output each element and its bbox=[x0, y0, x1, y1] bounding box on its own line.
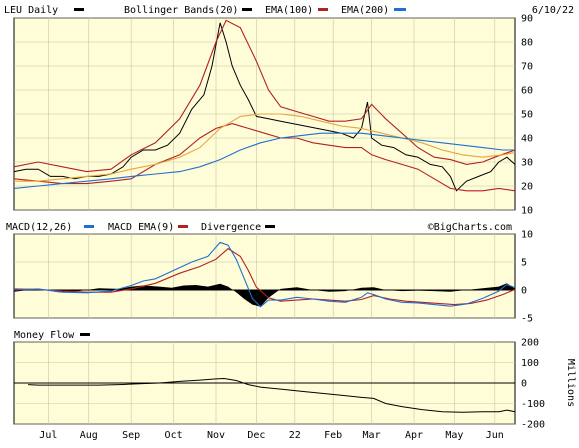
mf-ytick-2: 0 bbox=[521, 379, 527, 390]
x-tick-9: Apr bbox=[405, 430, 423, 441]
macd-ema-label: MACD EMA(9) bbox=[108, 222, 174, 233]
macd-label: MACD(12,26) bbox=[6, 222, 72, 233]
brand-label: ©BigCharts.com bbox=[428, 222, 512, 233]
ticker-label: LEU Daily bbox=[4, 5, 58, 16]
price-ytick-6: 70 bbox=[521, 62, 533, 73]
x-tick-6: 22 bbox=[289, 430, 301, 441]
macd-line bbox=[13, 241, 516, 308]
price-lines bbox=[13, 19, 516, 192]
x-tick-11: Jun bbox=[486, 430, 504, 441]
bb-lower-line bbox=[13, 123, 516, 192]
price-ytick-5: 60 bbox=[521, 86, 533, 97]
mf-ytick-1: -100 bbox=[521, 399, 545, 410]
x-tick-8: Mar bbox=[363, 430, 381, 441]
macd-legend-swatch bbox=[84, 225, 94, 228]
price-header: LEU Daily Bollinger Bands(20) EMA(100) E… bbox=[4, 5, 574, 16]
x-tick-7: Feb bbox=[324, 430, 342, 441]
price-ytick-7: 80 bbox=[521, 38, 533, 49]
money-flow-label: Money Flow bbox=[14, 330, 75, 341]
price-ytick-8: 90 bbox=[521, 14, 533, 25]
price-ytick-3: 40 bbox=[521, 134, 533, 145]
price-ytick-2: 30 bbox=[521, 158, 533, 169]
macd-lines bbox=[13, 241, 516, 308]
macd-ema-legend-swatch bbox=[178, 225, 188, 228]
money-flow-grid: -200 -100 0 100 200 bbox=[14, 338, 545, 431]
bb-label: Bollinger Bands(20) bbox=[124, 5, 238, 16]
money-flow-lines bbox=[28, 377, 516, 413]
ema200-line bbox=[13, 132, 515, 189]
money-flow-line bbox=[28, 377, 516, 413]
bb-upper-line bbox=[13, 19, 516, 173]
x-axis-labels: Jul Aug Sep Oct Nov Dec 22 Feb Mar Apr May Jun bbox=[39, 430, 504, 441]
x-tick-3: Oct bbox=[165, 430, 183, 441]
x-tick-2: Sep bbox=[122, 430, 140, 441]
bb-legend-swatch bbox=[242, 8, 252, 11]
price-ytick-4: 50 bbox=[521, 110, 533, 121]
divergence-label: Divergence bbox=[201, 222, 261, 233]
ema100-line bbox=[14, 113, 516, 182]
price-ytick-1: 20 bbox=[521, 182, 533, 193]
ema100-label: EMA(100) bbox=[265, 5, 313, 16]
mf-ytick-3: 100 bbox=[521, 358, 539, 369]
x-tick-5: Dec bbox=[247, 430, 265, 441]
divergence-area bbox=[14, 283, 515, 307]
macd-ytick-1: 0 bbox=[521, 286, 527, 297]
macd-ytick-3: 10 bbox=[521, 230, 533, 241]
macd-ytick-0: -5 bbox=[521, 314, 533, 325]
money-flow-legend-swatch bbox=[80, 333, 90, 336]
macd-ytick-2: 5 bbox=[521, 258, 527, 269]
x-tick-4: Nov bbox=[207, 430, 225, 441]
mf-ytick-0: -200 bbox=[521, 420, 545, 431]
x-tick-10: May bbox=[445, 430, 463, 441]
price-ytick-0: 10 bbox=[521, 206, 533, 217]
price-legend-swatch bbox=[74, 8, 84, 11]
x-tick-0: Jul bbox=[39, 430, 57, 441]
x-tick-1: Aug bbox=[80, 430, 98, 441]
divergence-legend-swatch bbox=[265, 225, 275, 228]
ema100-legend-swatch bbox=[318, 8, 328, 11]
ema200-legend-swatch bbox=[394, 8, 406, 11]
date-label: 6/10/22 bbox=[532, 5, 574, 16]
mf-ytick-4: 200 bbox=[521, 338, 539, 349]
ema200-label: EMA(200) bbox=[341, 5, 389, 16]
money-flow-units: Millions bbox=[565, 359, 576, 407]
macd-ema-line bbox=[13, 247, 516, 306]
